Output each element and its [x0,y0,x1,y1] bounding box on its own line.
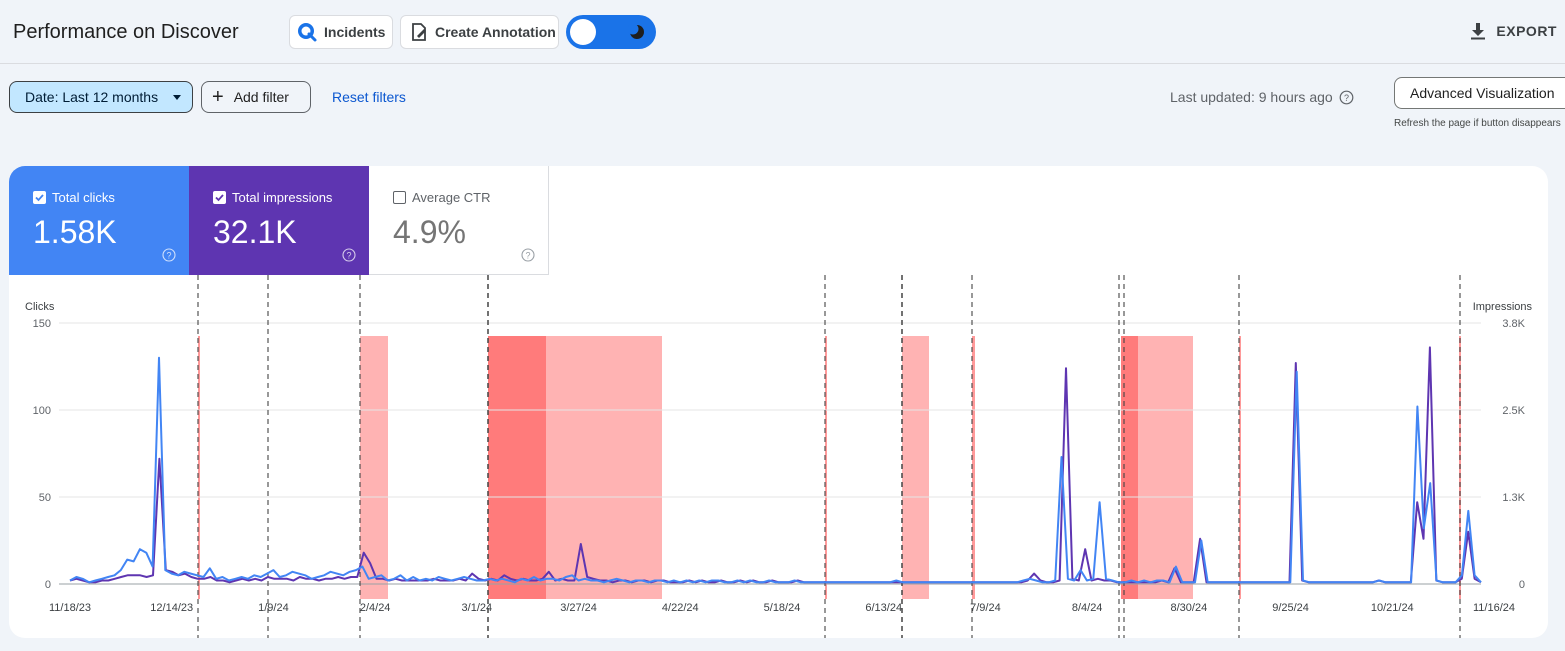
add-filter-button[interactable]: + Add filter [201,81,311,113]
x-tick-label: 11/18/23 [49,602,91,614]
x-tick-label: 5/18/24 [764,602,801,614]
download-icon [1471,23,1486,40]
x-tick-label: 2/4/24 [360,602,391,614]
metric-average-ctr[interactable]: Average CTR 4.9% ? [369,166,549,275]
y-left-axis-label: Clicks [25,301,55,313]
x-tick-label: 3/27/24 [560,602,597,614]
impressions-series-line [69,346,1482,584]
svg-text:?: ? [346,251,351,261]
moon-icon [628,23,644,39]
x-tick-label: 1/9/24 [258,602,289,614]
last-updated: Last updated: 9 hours ago ? [1170,89,1354,105]
incident-band [1138,336,1193,599]
y-right-axis-label: Impressions [1473,301,1533,313]
date-filter-chip[interactable]: Date: Last 12 months [9,81,193,113]
incident-band [546,336,662,599]
incident-band [360,336,388,599]
y-left-tick-label: 0 [45,579,51,591]
dark-mode-toggle[interactable] [566,15,656,49]
incidents-button[interactable]: Incidents [289,15,393,49]
metric-total-clicks[interactable]: Total clicks 1.58K ? [9,166,189,275]
last-updated-text: Last updated: 9 hours ago [1170,89,1333,105]
incidents-label: Incidents [324,24,386,40]
checkbox-unchecked-icon[interactable] [393,191,406,204]
incident-band [1121,336,1138,599]
incidents-icon [298,23,317,42]
add-filter-label: Add filter [233,89,289,105]
incident-band [488,336,546,599]
x-tick-label: 8/4/24 [1072,602,1103,614]
x-tick-label: 3/1/24 [462,602,493,614]
svg-text:?: ? [525,251,530,261]
metric-value: 1.58K [33,214,117,250]
x-tick-label: 9/25/24 [1272,602,1309,614]
clicks-series-line [69,356,1482,584]
y-left-tick-label: 150 [33,318,51,330]
reset-filters-link[interactable]: Reset filters [332,89,406,105]
x-tick-label: 4/22/24 [662,602,699,614]
page-title: Performance on Discover [13,21,239,43]
filter-bar: Date: Last 12 months + Add filter Reset … [0,77,1565,140]
metric-label: Total impressions [232,190,333,205]
advanced-visualization-button[interactable]: Advanced Visualization [1394,77,1565,109]
incident-band [198,336,200,599]
svg-text:?: ? [1344,93,1349,103]
incident-band [972,336,975,599]
y-right-tick-label: 2.5K [1502,405,1525,417]
date-filter-label: Date: Last 12 months [25,89,159,105]
x-tick-label: 12/14/23 [150,602,193,614]
x-tick-label: 10/21/24 [1371,602,1414,614]
y-left-tick-label: 50 [39,492,51,504]
svg-text:?: ? [166,251,171,261]
y-right-tick-label: 3.8K [1502,318,1525,330]
checkbox-checked-icon[interactable] [213,191,226,204]
performance-chart: 150 3.8K 100 2.5K 50 1.3K 0 0 Clicks Impressions 1… [25,275,1533,638]
x-tick-label: 11/16/24 [1473,602,1515,614]
export-label: EXPORT [1496,23,1557,39]
advanced-visualization-note: Refresh the page if button disappears [1394,118,1561,129]
y-right-tick-label: 0 [1519,579,1525,591]
top-bar: Performance on Discover Incidents Create… [0,0,1565,64]
incident-band [825,336,827,599]
help-icon[interactable]: ? [162,248,176,262]
dropdown-arrow-icon [173,95,181,100]
metric-label: Average CTR [412,190,491,205]
incident-band [1239,336,1241,599]
x-tick-label: 7/9/24 [970,602,1001,614]
metric-value: 4.9% [393,214,466,250]
help-icon[interactable]: ? [1339,90,1354,105]
create-annotation-label: Create Annotation [435,24,556,40]
help-icon[interactable]: ? [521,248,535,262]
x-tick-label: 6/13/24 [865,602,902,614]
metric-label: Total clicks [52,190,115,205]
metric-total-impressions[interactable]: Total impressions 32.1K ? [189,166,369,275]
checkbox-checked-icon[interactable] [33,191,46,204]
y-right-tick-label: 1.3K [1502,492,1525,504]
metric-value: 32.1K [213,214,297,250]
y-left-tick-label: 100 [33,405,51,417]
incident-band [902,336,929,599]
plus-icon: + [212,86,224,108]
performance-card: 150 3.8K 100 2.5K 50 1.3K 0 0 Clicks Impressions 1… [9,166,1548,638]
toggle-knob [570,19,596,45]
create-annotation-button[interactable]: Create Annotation [400,15,559,49]
annotation-icon [412,23,426,41]
x-tick-label: 8/30/24 [1171,602,1208,614]
export-button[interactable]: EXPORT [1470,22,1557,40]
help-icon[interactable]: ? [342,248,356,262]
